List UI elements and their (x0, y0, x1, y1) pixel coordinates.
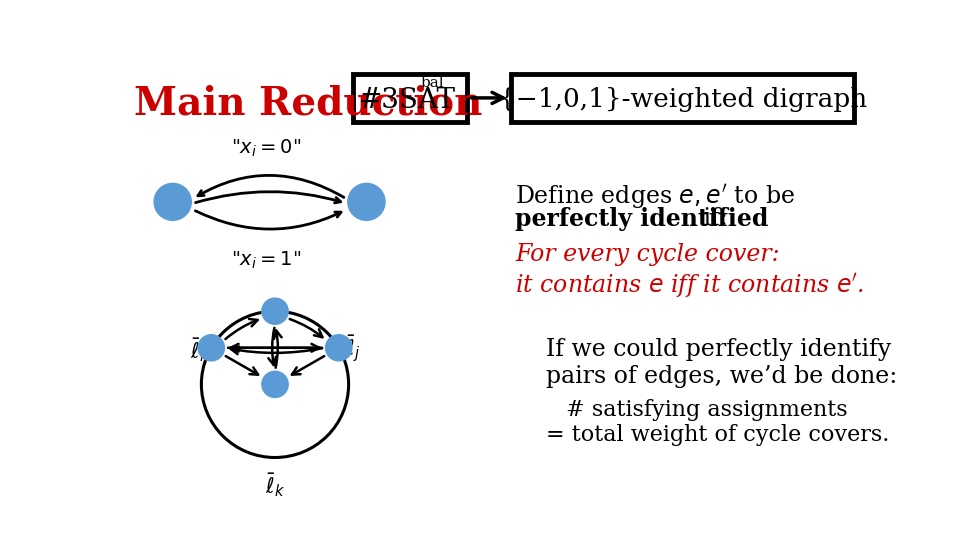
Text: $\bar{\ell}_i$: $\bar{\ell}_i$ (190, 336, 205, 363)
Circle shape (262, 372, 288, 397)
FancyBboxPatch shape (512, 74, 854, 122)
Circle shape (325, 335, 352, 361)
Circle shape (262, 298, 288, 325)
Text: "$x_i = 0$": "$x_i = 0$" (230, 137, 300, 159)
FancyBboxPatch shape (352, 74, 468, 122)
Text: pairs of edges, we’d be done:: pairs of edges, we’d be done: (546, 365, 898, 388)
Text: Main Reduction: Main Reduction (134, 84, 482, 122)
Text: $\bar{\ell}_j$: $\bar{\ell}_j$ (345, 334, 360, 365)
Text: If we could perfectly identify: If we could perfectly identify (546, 338, 892, 361)
Circle shape (348, 184, 385, 220)
Text: = total weight of cycle covers.: = total weight of cycle covers. (546, 423, 890, 446)
Text: it contains $e$ iff it contains $e'$.: it contains $e$ iff it contains $e'$. (516, 271, 865, 300)
Circle shape (155, 184, 191, 220)
Text: $\bar{\ell}_k$: $\bar{\ell}_k$ (265, 471, 285, 499)
Text: perfectly identified: perfectly identified (516, 207, 769, 231)
Circle shape (198, 335, 225, 361)
Text: bal: bal (420, 76, 444, 90)
Text: if:: if: (696, 207, 728, 230)
Text: {−1,0,1}-weighted digraph: {−1,0,1}-weighted digraph (498, 87, 867, 112)
Circle shape (202, 311, 348, 457)
Text: #3SAT: #3SAT (359, 87, 456, 114)
Text: Define edges $e, e'$ to be: Define edges $e, e'$ to be (516, 182, 795, 211)
Text: "$x_i = 1$": "$x_i = 1$" (230, 249, 300, 271)
Text: For every cycle cover:: For every cycle cover: (516, 244, 780, 266)
Text: # satisfying assignments: # satisfying assignments (565, 399, 848, 421)
